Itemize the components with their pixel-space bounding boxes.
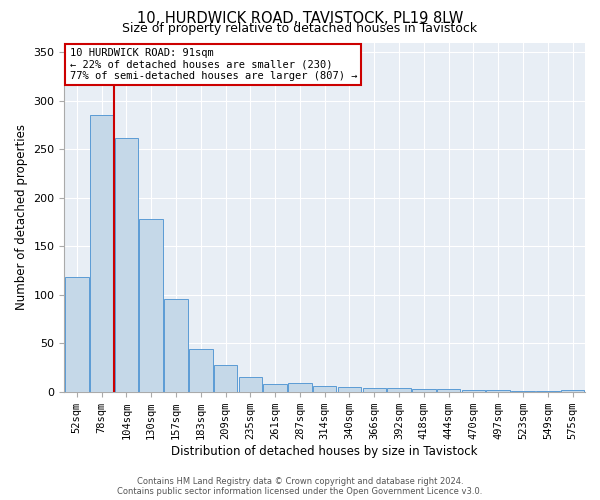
Bar	[263, 384, 287, 392]
Bar	[461, 390, 485, 392]
Bar	[189, 349, 212, 392]
Bar	[90, 116, 113, 392]
Bar	[313, 386, 337, 392]
Y-axis label: Number of detached properties: Number of detached properties	[15, 124, 28, 310]
Bar	[561, 390, 584, 392]
Bar	[338, 387, 361, 392]
Text: 10, HURDWICK ROAD, TAVISTOCK, PL19 8LW: 10, HURDWICK ROAD, TAVISTOCK, PL19 8LW	[137, 11, 463, 26]
Text: 10 HURDWICK ROAD: 91sqm
← 22% of detached houses are smaller (230)
77% of semi-d: 10 HURDWICK ROAD: 91sqm ← 22% of detache…	[70, 48, 357, 81]
Bar	[115, 138, 138, 392]
Bar	[362, 388, 386, 392]
Bar	[214, 364, 238, 392]
Bar	[65, 278, 89, 392]
Text: Size of property relative to detached houses in Tavistock: Size of property relative to detached ho…	[122, 22, 478, 35]
Text: Contains HM Land Registry data © Crown copyright and database right 2024.
Contai: Contains HM Land Registry data © Crown c…	[118, 476, 482, 496]
Bar	[239, 377, 262, 392]
Bar	[536, 391, 560, 392]
Bar	[288, 383, 311, 392]
Bar	[437, 389, 460, 392]
X-axis label: Distribution of detached houses by size in Tavistock: Distribution of detached houses by size …	[172, 444, 478, 458]
Bar	[164, 298, 188, 392]
Bar	[487, 390, 510, 392]
Bar	[511, 391, 535, 392]
Bar	[412, 389, 436, 392]
Bar	[387, 388, 411, 392]
Bar	[139, 219, 163, 392]
